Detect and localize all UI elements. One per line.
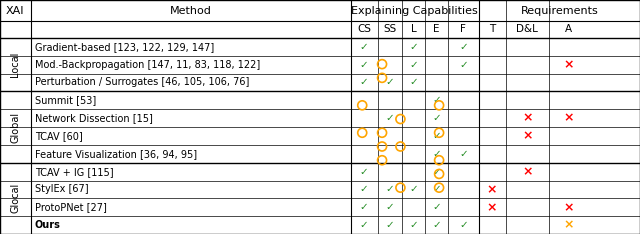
Text: ×: × (564, 58, 574, 71)
Text: ✓: ✓ (385, 220, 394, 230)
Text: ProtoPNet [27]: ProtoPNet [27] (35, 202, 106, 212)
Text: ✓: ✓ (459, 149, 468, 159)
Text: ✓: ✓ (432, 184, 441, 194)
Text: Global: Global (10, 111, 20, 143)
Text: ✓: ✓ (409, 77, 418, 88)
Text: SS: SS (383, 25, 396, 34)
Text: ✓: ✓ (432, 202, 441, 212)
Text: L: L (411, 25, 416, 34)
Text: ✓: ✓ (385, 184, 394, 194)
Text: StylEx [67]: StylEx [67] (35, 184, 88, 194)
Text: Explaining Capabilities: Explaining Capabilities (351, 6, 478, 15)
Text: ✓: ✓ (432, 167, 441, 177)
Text: A: A (565, 25, 573, 34)
Text: Local: Local (10, 52, 20, 77)
Text: ✓: ✓ (360, 167, 369, 177)
Text: ✓: ✓ (385, 202, 394, 212)
Text: ×: × (564, 219, 574, 232)
Text: ✓: ✓ (360, 202, 369, 212)
Text: E: E (433, 25, 440, 34)
Text: Mod.-Backpropagation [147, 11, 83, 118, 122]: Mod.-Backpropagation [147, 11, 83, 118, … (35, 60, 260, 70)
Text: D&L: D&L (516, 25, 538, 34)
Text: ✓: ✓ (459, 60, 468, 70)
Text: ✓: ✓ (432, 131, 441, 141)
Text: ×: × (487, 201, 497, 214)
Text: ✓: ✓ (360, 60, 369, 70)
Text: ✓: ✓ (360, 42, 369, 52)
Text: ✓: ✓ (360, 184, 369, 194)
Text: ×: × (487, 183, 497, 196)
Text: Glocal: Glocal (10, 183, 20, 213)
Text: Perturbation / Surrogates [46, 105, 106, 76]: Perturbation / Surrogates [46, 105, 106,… (35, 77, 249, 88)
Text: ✓: ✓ (409, 220, 418, 230)
Text: ×: × (522, 165, 532, 178)
Text: T: T (489, 25, 495, 34)
Text: ✓: ✓ (385, 77, 394, 88)
Text: ✓: ✓ (432, 149, 441, 159)
Text: ×: × (522, 129, 532, 143)
Text: F: F (460, 25, 467, 34)
Text: Method: Method (170, 6, 212, 15)
Text: XAI: XAI (6, 6, 24, 15)
Text: Gradient-based [123, 122, 129, 147]: Gradient-based [123, 122, 129, 147] (35, 42, 214, 52)
Text: ✓: ✓ (409, 60, 418, 70)
Text: Ours: Ours (35, 220, 60, 230)
Text: Summit [53]: Summit [53] (35, 95, 96, 105)
Text: TCAV [60]: TCAV [60] (35, 131, 83, 141)
Text: ✓: ✓ (459, 42, 468, 52)
Text: ×: × (522, 112, 532, 125)
Text: ×: × (564, 201, 574, 214)
Text: CS: CS (357, 25, 371, 34)
Text: ✓: ✓ (360, 77, 369, 88)
Text: ✓: ✓ (409, 42, 418, 52)
Text: ✓: ✓ (459, 220, 468, 230)
Text: ×: × (564, 112, 574, 125)
Text: ✓: ✓ (432, 113, 441, 123)
Text: ✓: ✓ (432, 95, 441, 105)
Text: Requirements: Requirements (520, 6, 598, 15)
Text: ✓: ✓ (385, 113, 394, 123)
Text: Feature Visualization [36, 94, 95]: Feature Visualization [36, 94, 95] (35, 149, 196, 159)
Text: ✓: ✓ (409, 184, 418, 194)
Text: Network Dissection [15]: Network Dissection [15] (35, 113, 152, 123)
Text: TCAV + IG [115]: TCAV + IG [115] (35, 167, 113, 177)
Text: ✓: ✓ (432, 220, 441, 230)
Text: ✓: ✓ (360, 220, 369, 230)
